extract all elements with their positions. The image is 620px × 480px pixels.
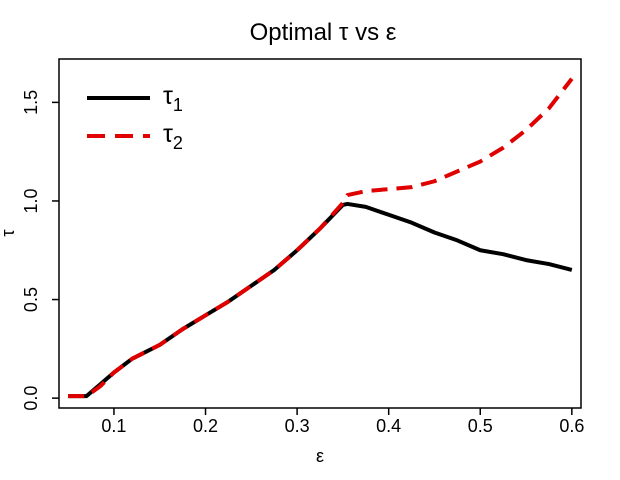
legend-label-tau1: τ1	[163, 82, 183, 115]
y-tick-label: 1.0	[21, 188, 41, 213]
y-tick-label: 0.0	[21, 386, 41, 411]
chart-title: Optimal τ vs ε	[250, 19, 397, 46]
x-axis-label: ε	[316, 446, 324, 466]
legend-subscript-tau2: 2	[173, 133, 183, 153]
series-line-tau2	[68, 77, 574, 399]
x-tick-label: 0.2	[193, 416, 218, 436]
plot-frame	[58, 58, 582, 409]
y-tick-label: 0.5	[21, 287, 41, 312]
x-tick-label: 0.3	[285, 416, 310, 436]
x-axis: 0.1 0.2 0.3 0.4 0.5 0.6	[101, 408, 584, 436]
legend: τ1 τ2	[87, 82, 183, 153]
x-tick-label: 0.5	[468, 416, 493, 436]
x-tick-label: 0.1	[101, 416, 126, 436]
legend-symbol-tau2: τ	[163, 120, 173, 148]
legend-label-tau2: τ2	[163, 120, 183, 153]
y-tick-label: 1.5	[21, 90, 41, 115]
y-axis: 0.0 0.5 1.0 1.5	[21, 90, 59, 411]
x-tick-label: 0.4	[376, 416, 401, 436]
y-axis-label: τ	[0, 229, 18, 236]
x-tick-label: 0.6	[559, 416, 584, 436]
series-layer	[68, 77, 574, 399]
legend-symbol-tau1: τ	[163, 82, 173, 110]
legend-subscript-tau1: 1	[173, 95, 183, 115]
